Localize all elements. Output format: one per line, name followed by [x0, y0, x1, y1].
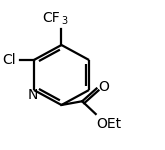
Text: Cl: Cl: [2, 53, 16, 67]
Text: O: O: [98, 80, 109, 94]
Text: CF: CF: [42, 11, 60, 25]
Text: 3: 3: [61, 16, 67, 26]
Text: N: N: [28, 88, 38, 102]
Text: OEt: OEt: [97, 117, 122, 131]
